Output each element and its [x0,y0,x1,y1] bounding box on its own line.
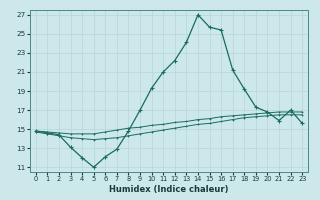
X-axis label: Humidex (Indice chaleur): Humidex (Indice chaleur) [109,185,229,194]
